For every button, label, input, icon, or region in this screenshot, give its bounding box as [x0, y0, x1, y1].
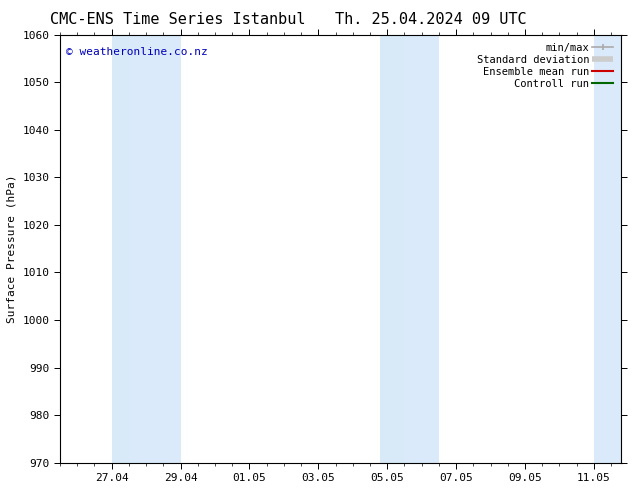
Text: Th. 25.04.2024 09 UTC: Th. 25.04.2024 09 UTC — [335, 12, 527, 27]
Y-axis label: Surface Pressure (hPa): Surface Pressure (hPa) — [7, 174, 17, 323]
Bar — [380, 35, 404, 463]
Bar — [594, 35, 621, 463]
Bar — [129, 35, 181, 463]
Text: CMC-ENS Time Series Istanbul: CMC-ENS Time Series Istanbul — [50, 12, 305, 27]
Bar — [404, 35, 439, 463]
Text: © weatheronline.co.nz: © weatheronline.co.nz — [65, 48, 207, 57]
Bar — [112, 35, 129, 463]
Legend: min/max, Standard deviation, Ensemble mean run, Controll run: min/max, Standard deviation, Ensemble me… — [474, 40, 616, 92]
